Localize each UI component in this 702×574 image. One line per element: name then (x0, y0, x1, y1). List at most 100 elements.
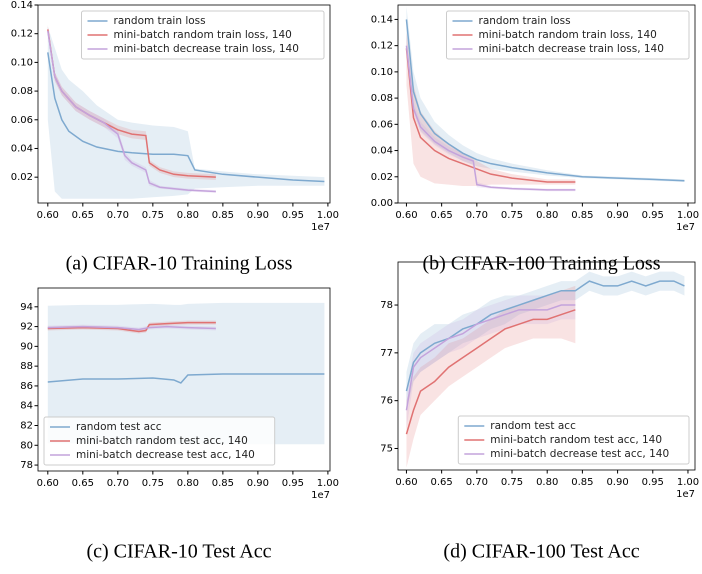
y-tick-label: 0.06 (11, 115, 33, 126)
x-tick-label: 0.60 (395, 210, 417, 221)
caption: (a) CIFAR-10 Training Loss (66, 253, 293, 275)
legend-text: mini-batch random train loss, 140 (479, 29, 657, 41)
line (47, 325, 216, 331)
caption: (b) CIFAR-100 Training Loss (423, 253, 661, 275)
y-tick-label: 78 (20, 460, 33, 471)
axes-frame (37, 4, 331, 204)
x-tick-label: 0.80 (536, 477, 558, 488)
legend-text: random train loss (479, 15, 571, 27)
y-tick-label: 82 (20, 420, 33, 431)
y-tick-label: 90 (20, 341, 33, 352)
y-tick-label: 0.14 (11, 0, 33, 11)
x-tick-label: 1.00 (677, 210, 699, 221)
x-tick-label: 0.75 (142, 478, 164, 489)
x-tick-label: 1.00 (677, 477, 699, 488)
x-tick-label: 0.65 (72, 478, 94, 489)
x-tick-label: 0.75 (142, 210, 164, 221)
plot-area (405, 271, 685, 468)
plot-area (47, 25, 325, 199)
y-tick-label: 0.02 (371, 172, 393, 183)
legend-text: mini-batch random train loss, 140 (114, 29, 292, 41)
x-tick-label: 0.70 (107, 210, 129, 221)
axes-frame (397, 261, 696, 471)
x-tick-label: 0.90 (606, 210, 628, 221)
x-tick-label: 0.75 (501, 477, 523, 488)
band (47, 26, 325, 199)
x-tick-label: 0.85 (571, 210, 593, 221)
x-tick-label: 0.80 (177, 210, 199, 221)
axes-frame (397, 4, 696, 204)
line (405, 45, 576, 191)
legend: random test acc mini-batch random test ac… (457, 415, 690, 465)
legend-text: random test acc (490, 420, 576, 432)
line (47, 321, 216, 333)
line (405, 48, 576, 183)
line (405, 280, 685, 392)
offset-label: 1e7 (311, 222, 330, 233)
y-tick-label: 75 (380, 443, 393, 454)
y-tick-label: 94 (20, 302, 33, 313)
y-tick-label: 84 (20, 401, 33, 412)
x-tick-label: 0.75 (501, 210, 523, 221)
y-tick-label: 0.00 (371, 198, 393, 209)
legend-text: random test acc (76, 421, 162, 433)
x-tick-label: 1.00 (317, 210, 339, 221)
y-tick-label: 88 (20, 361, 33, 372)
legend-box (81, 10, 325, 60)
y-tick-label: 0.08 (11, 86, 33, 97)
legend-text: mini-batch decrease test acc, 140 (490, 448, 669, 460)
x-tick-label: 0.70 (466, 477, 488, 488)
x-tick-label: 0.85 (212, 210, 234, 221)
band (406, 37, 576, 192)
line (405, 304, 576, 411)
x-tick-label: 0.65 (72, 210, 94, 221)
y-tick-label: 76 (380, 396, 393, 407)
x-tick-label: 0.80 (177, 478, 199, 489)
legend: random train loss mini-batch random train… (81, 10, 325, 60)
y-tick-label: 0.04 (11, 143, 33, 154)
y-tick-label: 92 (20, 322, 33, 333)
line (47, 30, 216, 193)
x-tick-label: 0.65 (431, 210, 453, 221)
x-tick-label: 0.80 (536, 210, 558, 221)
x-tick-label: 0.95 (642, 477, 664, 488)
plot-area (47, 302, 325, 445)
x-tick-label: 0.85 (571, 477, 593, 488)
y-tick-label: 77 (380, 348, 393, 359)
x-tick-label: 0.60 (395, 477, 417, 488)
caption: (c) CIFAR-10 Test Acc (86, 541, 271, 563)
y-tick-label: 0.06 (371, 119, 393, 130)
legend: random test acc mini-batch random test ac… (43, 416, 276, 466)
offset-label: 1e7 (311, 490, 330, 501)
y-tick-label: 0.04 (371, 146, 393, 157)
y-tick-label: 0.10 (371, 67, 393, 78)
legend-text: mini-batch decrease train loss, 140 (114, 43, 299, 55)
line (47, 373, 325, 384)
line (405, 19, 685, 182)
y-tick-label: 80 (20, 440, 33, 451)
y-tick-label: 0.10 (11, 57, 33, 68)
band (406, 290, 576, 430)
plot-area (405, 6, 685, 192)
y-tick-label: 0.02 (11, 172, 33, 183)
x-tick-label: 0.90 (247, 210, 269, 221)
legend-text: mini-batch random test acc, 140 (76, 435, 248, 447)
legend-text: mini-batch random test acc, 140 (490, 434, 662, 446)
x-tick-label: 0.95 (642, 210, 664, 221)
y-tick-label: 0.08 (371, 93, 393, 104)
x-tick-label: 0.60 (37, 478, 59, 489)
caption: (d) CIFAR-100 Test Acc (443, 541, 639, 563)
offset-label: 1e7 (676, 489, 695, 500)
legend-text: mini-batch decrease train loss, 140 (479, 43, 664, 55)
legend-text: mini-batch decrease test acc, 140 (76, 449, 255, 461)
x-tick-label: 0.90 (606, 477, 628, 488)
y-tick-label: 0.14 (371, 14, 393, 25)
y-tick-label: 0.12 (371, 41, 393, 52)
band (47, 302, 325, 445)
x-tick-label: 0.95 (282, 210, 304, 221)
line (405, 309, 576, 435)
x-tick-label: 0.60 (37, 210, 59, 221)
x-tick-label: 0.70 (107, 478, 129, 489)
offset-label: 1e7 (676, 222, 695, 233)
